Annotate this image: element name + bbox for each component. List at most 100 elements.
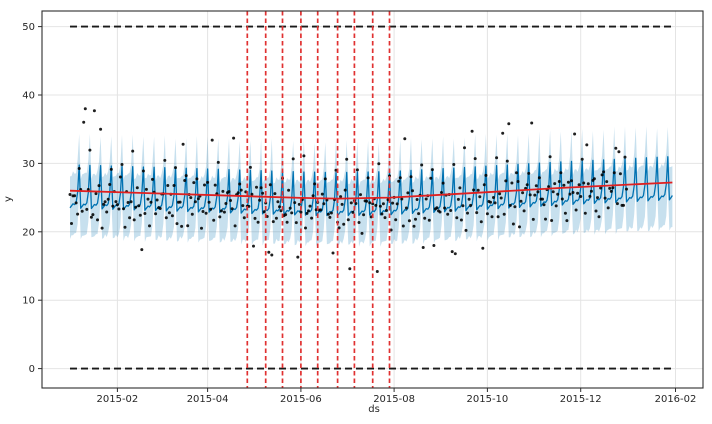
scatter-point (294, 221, 298, 225)
scatter-point (397, 179, 401, 183)
scatter-point (466, 211, 469, 215)
scatter-point (603, 196, 607, 200)
scatter-point (120, 163, 124, 166)
scatter-point (596, 196, 599, 200)
scatter-point (258, 198, 262, 202)
scatter-point (115, 203, 119, 207)
scatter-point (463, 146, 466, 150)
x-axis-label: ds (368, 404, 380, 415)
scatter-point (91, 213, 95, 217)
scatter-point (464, 228, 468, 232)
scatter-point (304, 226, 307, 230)
scatter-point (588, 194, 592, 198)
scatter-point (403, 137, 407, 141)
y-tick-label: 10 (22, 296, 35, 307)
scatter-point (515, 171, 518, 175)
scatter-point (499, 196, 503, 200)
scatter-point (219, 209, 223, 213)
scatter-point (239, 188, 243, 192)
scatter-point (582, 181, 586, 185)
scatter-point (579, 195, 583, 198)
scatter-point (470, 129, 474, 133)
scatter-point (126, 201, 130, 204)
scatter-point (151, 177, 154, 181)
scatter-point (501, 131, 505, 135)
scatter-point (414, 217, 417, 221)
scatter-point (105, 210, 109, 214)
scatter-point (256, 220, 260, 224)
scatter-point (213, 183, 217, 187)
scatter-point (97, 184, 101, 188)
scatter-point (479, 220, 483, 224)
scatter-point (467, 197, 471, 201)
scatter-point (600, 173, 604, 177)
scatter-point (551, 190, 555, 194)
scatter-point (291, 157, 295, 161)
scatter-point (472, 188, 476, 192)
scatter-point (108, 183, 112, 186)
scatter-point (611, 186, 615, 190)
scatter-point (461, 204, 465, 208)
scatter-point (183, 179, 187, 182)
scatter-point (262, 210, 266, 214)
scatter-point (278, 205, 281, 209)
scatter-point (592, 177, 596, 181)
scatter-point (123, 225, 127, 229)
scatter-point (533, 193, 537, 197)
scatter-point (530, 121, 534, 125)
scatter-point (259, 186, 263, 190)
plot-border (41, 10, 704, 389)
scatter-point (446, 212, 450, 216)
scatter-point (554, 204, 558, 208)
scatter-point (450, 250, 454, 254)
scatter-point (94, 192, 98, 196)
scatter-point (242, 216, 246, 220)
scatter-point (323, 177, 327, 181)
trend-line (69, 181, 673, 200)
scatter-point (599, 186, 603, 190)
scatter-point (74, 201, 78, 205)
scatter-point (195, 177, 199, 181)
scatter-point (516, 180, 520, 183)
scatter-point (339, 195, 343, 199)
scatter-point (391, 201, 395, 205)
scatter-point (547, 185, 551, 189)
scatter-point (175, 222, 179, 226)
scatter-point (435, 206, 439, 210)
scatter-point (519, 199, 523, 203)
scatter-point (573, 132, 577, 136)
scatter-point (513, 205, 517, 209)
scatter-point (421, 246, 425, 249)
scatter-point (99, 127, 103, 131)
scatter-point (319, 208, 323, 212)
y-tick-label: 20 (22, 227, 35, 238)
scatter-point (322, 202, 326, 206)
scatter-point (441, 181, 445, 185)
scatter-point (141, 169, 145, 173)
scatter-point (608, 186, 612, 190)
scatter-point (489, 200, 492, 204)
y-tick-label: 30 (22, 159, 35, 170)
scatter-point (267, 250, 271, 254)
scatter-point (401, 224, 405, 228)
scatter-point (615, 202, 619, 206)
scatter-point (158, 207, 162, 210)
scatter-point (106, 197, 110, 201)
scatter-point (553, 182, 557, 186)
scatter-point (117, 207, 121, 211)
scatter-point (459, 218, 463, 222)
scatter-point (329, 211, 333, 215)
scatter-point (70, 222, 73, 225)
scatter-point (326, 212, 330, 216)
scatter-point (357, 221, 361, 224)
scatter-point (144, 187, 148, 191)
scatter-point (583, 211, 587, 215)
scatter-point (395, 202, 399, 206)
scatter-point (415, 198, 419, 201)
scatter-point (493, 201, 497, 205)
scatter-point (186, 224, 190, 228)
scatter-point (102, 202, 106, 206)
scatter-point (148, 224, 151, 228)
scatter-point (103, 200, 107, 204)
